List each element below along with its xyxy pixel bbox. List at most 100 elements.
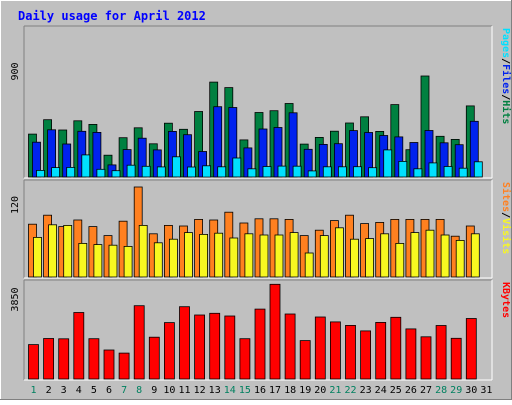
panel-bottom-bar-kbytes-12 <box>194 314 206 380</box>
panel-middle-bar-visits-26 <box>410 232 420 278</box>
x-label-day-11: 11 <box>178 385 190 396</box>
x-label-day-13: 13 <box>209 385 221 396</box>
panel-bottom-bar-kbytes-15 <box>239 338 251 380</box>
panel-bottom-bar-kbytes-20 <box>314 316 326 380</box>
x-axis-labels: 1 2 3 4 5 6 7 8 9 10 11 12 13 14 15 16 17 18 19 20 21 22 23 24 2… <box>30 385 492 396</box>
panel-bottom-legend: KBytes <box>500 282 511 318</box>
panel-middle-bar-visits-23 <box>365 238 375 278</box>
panel-bottom-bar-kbytes-19 <box>299 340 311 380</box>
x-label-day-16: 16 <box>254 385 266 396</box>
panel-middle-bar-visits-3 <box>63 224 73 278</box>
panel-top-bar-pages-14 <box>232 157 242 178</box>
panel-bottom-bar-kbytes-11 <box>179 306 190 380</box>
x-label-day-20: 20 <box>314 385 326 396</box>
panel-middle-bar-visits-24 <box>380 233 390 278</box>
panel-bottom-bar-kbytes-29 <box>450 337 462 380</box>
x-label-day-17: 17 <box>269 385 281 396</box>
x-label-day-2: 2 <box>46 385 52 396</box>
panel-top-legend-files: Files <box>500 64 512 94</box>
panel-top-bar-pages-29 <box>458 167 468 178</box>
panel-top-bar-pages-5 <box>96 168 106 178</box>
panel-middle-bar-visits-6 <box>108 244 118 278</box>
panel-top-bar-pages-12 <box>202 165 212 178</box>
panel-top-bar-pages-24 <box>383 149 393 178</box>
x-label-day-7: 7 <box>121 385 127 396</box>
x-label-day-21: 21 <box>329 385 341 396</box>
panel-middle-legend-sep-1: / <box>500 212 511 218</box>
x-label-day-1: 1 <box>30 385 36 396</box>
panel-middle-bar-visits-5 <box>93 244 103 278</box>
x-label-day-14: 14 <box>224 385 236 396</box>
panel-bottom-bar-kbytes-16 <box>254 308 266 380</box>
panel-top-bar-pages-10 <box>171 156 181 178</box>
x-label-day-28: 28 <box>435 385 447 396</box>
panel-middle-y-tick-label: 120 <box>10 196 21 214</box>
panel-middle-bar-visits-25 <box>395 242 405 278</box>
panel-top-bar-pages-21 <box>337 166 347 178</box>
panel-bottom-bar-kbytes-10 <box>163 322 175 380</box>
panel-top-legend: Pages/Files/Hits <box>500 28 512 124</box>
panel-middle-bar-visits-10 <box>168 238 178 278</box>
panel-top-bar-pages-17 <box>277 165 287 178</box>
panel-top-bar-pages-13 <box>217 166 227 178</box>
panel-top-bar-pages-7 <box>126 164 136 178</box>
panel-bottom-bar-kbytes-6 <box>103 349 115 380</box>
panel-top-bar-pages-22 <box>353 166 362 178</box>
panel-bottom-bar-kbytes-4 <box>73 312 85 380</box>
panel-top-legend-hits: Hits <box>500 100 512 124</box>
panel-middle-bar-visits-22 <box>350 238 359 278</box>
x-label-day-8: 8 <box>136 385 142 396</box>
panel-middle-bar-visits-29 <box>455 239 465 278</box>
panel-bottom-y-tick-label: 3850 <box>10 287 21 311</box>
x-label-day-26: 26 <box>405 385 417 396</box>
panel-middle-bar-visits-16 <box>259 234 269 278</box>
panel-bottom-bar-kbytes-1 <box>28 344 39 380</box>
panel-middle-legend-sites: Sites <box>500 182 512 212</box>
panel-top-bar-pages-9 <box>156 166 166 178</box>
x-label-day-10: 10 <box>163 385 175 396</box>
panel-bottom-bar-kbytes-18 <box>284 313 296 380</box>
panel-bottom-bar-kbytes-24 <box>375 321 387 380</box>
panel-middle-bar-visits-21 <box>334 227 344 278</box>
panel-bottom-bar-kbytes-7 <box>118 352 130 380</box>
panel-top-bar-pages-11 <box>187 166 196 178</box>
panel-bottom-bar-kbytes-25 <box>390 316 402 380</box>
panel-bottom-bar-kbytes-13 <box>209 312 221 380</box>
panel-middle-bar-visits-20 <box>319 235 329 278</box>
x-label-day-23: 23 <box>360 385 372 396</box>
x-label-day-12: 12 <box>194 385 206 396</box>
x-label-day-6: 6 <box>106 385 112 396</box>
panel-top-bar-pages-2 <box>51 167 60 178</box>
panel-bottom-bar-kbytes-23 <box>360 330 372 380</box>
panel-top-bar-pages-19 <box>307 170 317 178</box>
x-label-day-4: 4 <box>76 385 82 396</box>
panel-top-bar-pages-20 <box>322 166 332 178</box>
panel-middle-bar-visits-17 <box>274 234 284 278</box>
x-label-day-24: 24 <box>375 385 387 396</box>
x-label-day-9: 9 <box>151 385 157 396</box>
panel-top-bar-pages-8 <box>141 165 151 178</box>
x-label-day-19: 19 <box>299 385 311 396</box>
panel-middle-bar-visits-28 <box>440 234 450 278</box>
panel-middle-bar-visits-19 <box>304 252 314 278</box>
panel-top-bar-pages-1 <box>36 169 45 178</box>
panel-bottom-bar-kbytes-30 <box>465 318 477 380</box>
panel-middle-bar-visits-18 <box>289 232 299 278</box>
panel-middle-bar-visits-7 <box>123 245 133 278</box>
panel-top-y-tick-label: 900 <box>10 62 21 80</box>
chart-title: Daily usage for April 2012 <box>18 9 206 23</box>
panel-middle-bar-visits-30 <box>470 233 480 278</box>
panel-bottom-bar-kbytes-3 <box>58 338 70 380</box>
panel-middle-bar-visits-13 <box>214 232 224 278</box>
panel-bottom-legend-kbytes: KBytes <box>500 282 511 318</box>
panel-middle-bar-visits-27 <box>425 229 435 278</box>
panel-bottom-bar-kbytes-22 <box>345 324 356 380</box>
panel-middle-bar-visits-15 <box>244 233 254 278</box>
x-label-day-3: 3 <box>61 385 67 396</box>
panel-top-legend-sep-1: / <box>500 58 511 64</box>
panel-top-legend-sep-3: / <box>500 94 511 100</box>
panel-bottom-bar-kbytes-17 <box>269 283 281 380</box>
panel-middle-bar-visits-11 <box>184 232 193 278</box>
